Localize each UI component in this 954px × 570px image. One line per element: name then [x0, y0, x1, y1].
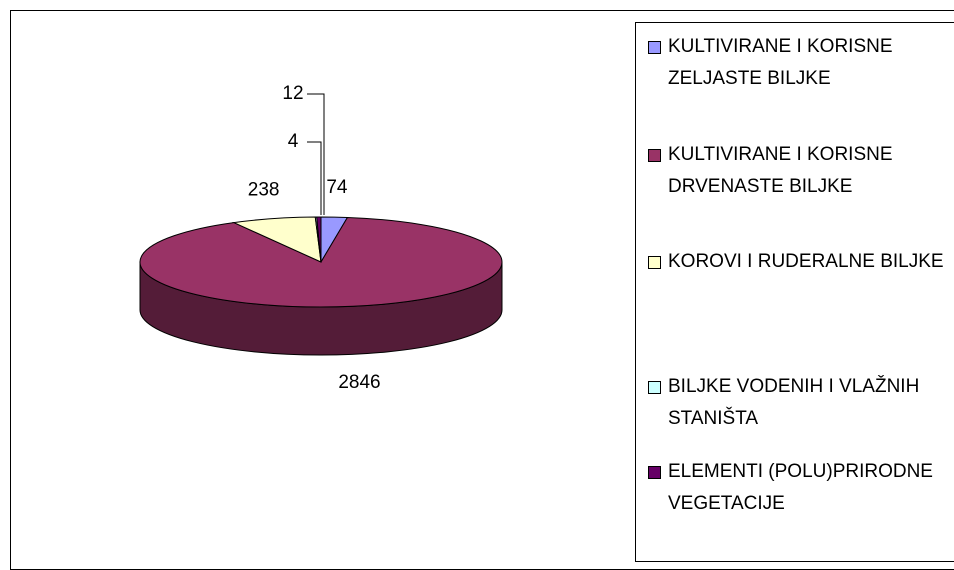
legend-label: BILJKE VODENIH I VLAŽNIH STANIŠTA	[668, 376, 920, 429]
data-label: 4	[288, 131, 299, 152]
legend-label: KOROVI I RUDERALNE BILJKE	[668, 251, 944, 272]
data-label: 2846	[338, 372, 380, 393]
leader-line	[307, 93, 325, 215]
leader-line	[307, 141, 322, 215]
data-label: 238	[248, 180, 280, 201]
legend: KULTIVIRANE I KORISNE ZELJASTE BILJKE KUL…	[635, 22, 954, 562]
legend-swatch	[648, 41, 661, 54]
data-label: 12	[282, 83, 303, 104]
legend-swatch	[648, 466, 661, 479]
data-label: 74	[326, 177, 348, 198]
legend-label: KULTIVIRANE I KORISNE ZELJASTE BILJKE	[668, 36, 893, 89]
legend-swatch	[648, 256, 661, 269]
page: 74 2846 238 4 12 KULTIVIRANE I KORISNE ZELJA…	[10, 10, 954, 570]
chart: 74 2846 238 4 12	[139, 83, 503, 393]
legend-swatch	[648, 381, 661, 394]
pie-slice	[316, 216, 322, 263]
legend-label: KULTIVIRANE I KORISNE DRVENASTE BILJKE	[668, 144, 893, 197]
legend-label: ELEMENTI (POLU)PRIRODNE VEGETACIJE	[668, 461, 933, 514]
legend-swatch	[648, 149, 661, 162]
